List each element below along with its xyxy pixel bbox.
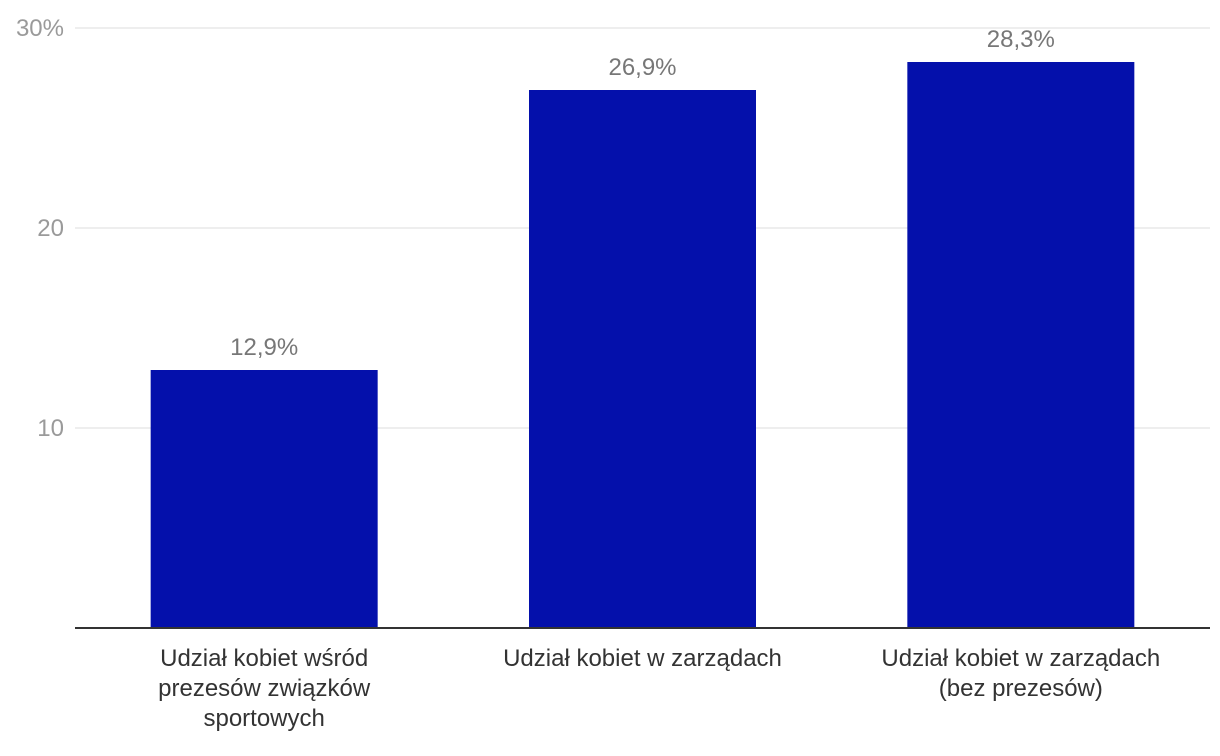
x-category-label-line: Udział kobiet w zarządach xyxy=(881,645,1160,672)
bar xyxy=(907,62,1135,628)
bar xyxy=(150,370,378,628)
x-category-label-line: (bez prezesów) xyxy=(939,675,1103,702)
x-category-label-line: Udział kobiet w zarządach xyxy=(503,645,782,672)
x-category-label: Udział kobiet wśród prezesów związków spor… xyxy=(158,645,371,732)
x-category-label: Udział kobiet w zarządach (bez prezesów) xyxy=(881,645,1160,702)
data-label: 12,9% xyxy=(230,334,298,361)
bar xyxy=(529,90,756,628)
x-category-label-line: prezesów związków xyxy=(158,675,371,702)
x-category-label: Udział kobiet w zarządach xyxy=(503,645,782,672)
x-category-label-line: sportowych xyxy=(203,705,324,732)
data-label: 26,9% xyxy=(608,54,676,81)
y-tick-label: 10 xyxy=(37,415,64,442)
y-tick-label: 30% xyxy=(16,15,64,42)
y-tick-label: 20 xyxy=(37,215,64,242)
data-label: 28,3% xyxy=(987,26,1055,53)
x-category-label-line: Udział kobiet wśród xyxy=(160,645,368,672)
